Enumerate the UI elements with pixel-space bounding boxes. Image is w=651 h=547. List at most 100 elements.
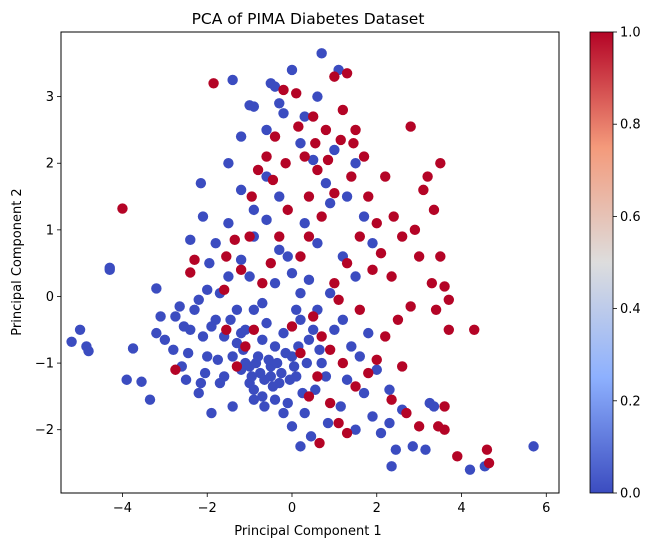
data-point (66, 336, 77, 347)
data-point (257, 297, 268, 309)
data-point (197, 331, 209, 342)
x-tick-label: −4 (113, 501, 132, 516)
data-point (483, 457, 495, 469)
data-point (227, 401, 238, 412)
data-point (246, 191, 257, 202)
data-point (286, 64, 298, 76)
data-point (117, 203, 128, 214)
data-point (151, 283, 162, 294)
data-point (358, 151, 370, 162)
data-point (248, 324, 260, 335)
data-point (320, 371, 332, 382)
data-point (384, 384, 395, 395)
data-point (257, 277, 268, 289)
data-point (295, 287, 306, 299)
data-point (333, 294, 344, 306)
data-point (274, 191, 285, 202)
data-point (229, 234, 240, 246)
data-point (265, 371, 276, 382)
data-point (341, 68, 353, 79)
data-point (221, 251, 232, 262)
data-point (168, 344, 179, 355)
data-point (324, 344, 336, 355)
data-point (324, 198, 336, 209)
data-point (214, 377, 226, 389)
data-point (329, 188, 340, 199)
data-point (303, 231, 315, 242)
data-point (136, 376, 147, 387)
data-point (375, 427, 387, 439)
x-tick-label: 0 (288, 501, 296, 516)
data-point (248, 394, 260, 405)
data-point (291, 304, 302, 315)
data-point (418, 184, 429, 196)
data-point (396, 361, 408, 372)
data-point (426, 277, 438, 289)
data-point (240, 357, 251, 369)
data-point (314, 437, 325, 449)
data-point (375, 247, 387, 259)
data-point (240, 341, 251, 352)
data-point (299, 111, 310, 122)
data-point (350, 124, 361, 136)
data-point (278, 108, 289, 119)
data-point (299, 217, 310, 229)
data-point (303, 274, 315, 286)
data-point (371, 364, 382, 375)
data-point (316, 357, 327, 369)
data-point (320, 124, 332, 136)
x-axis-label: Principal Component 1 (234, 524, 381, 539)
data-point (303, 391, 315, 402)
data-point (363, 327, 374, 339)
data-point (263, 354, 274, 365)
data-point (278, 327, 289, 339)
data-point (104, 264, 115, 276)
data-point (288, 361, 300, 372)
data-point (231, 337, 243, 349)
data-point (291, 88, 302, 99)
data-point (269, 277, 281, 289)
x-tick-label: 4 (457, 501, 465, 516)
data-point (206, 407, 217, 419)
data-point (261, 317, 272, 329)
data-point (371, 217, 382, 229)
data-point (435, 251, 446, 262)
data-point (428, 204, 440, 216)
data-point (248, 304, 260, 315)
data-point (528, 441, 539, 452)
data-point (439, 401, 450, 412)
data-point (407, 441, 418, 452)
chart-title: PCA of PIMA Diabetes Dataset (192, 10, 425, 28)
data-point (244, 100, 255, 111)
colorbar (589, 31, 614, 494)
y-tick-label: −2 (35, 423, 54, 438)
data-point (193, 294, 204, 306)
data-point (246, 371, 257, 382)
data-point (121, 374, 132, 385)
data-point (83, 345, 94, 357)
data-point (295, 441, 306, 452)
data-point (443, 324, 455, 335)
data-point (197, 211, 209, 222)
data-point (189, 254, 200, 266)
data-point (286, 267, 298, 279)
data-point (261, 151, 272, 162)
data-point (248, 204, 260, 216)
data-point (274, 231, 285, 242)
data-point (185, 324, 196, 335)
data-point (363, 367, 374, 379)
data-point (257, 391, 268, 402)
data-point (413, 421, 425, 432)
data-point (371, 354, 382, 365)
data-point (170, 311, 181, 322)
data-point (481, 444, 493, 455)
data-point (316, 211, 327, 222)
data-point (195, 377, 207, 389)
y-axis-label: Principal Component 2 (10, 188, 25, 335)
data-point (282, 397, 293, 409)
data-point (303, 334, 315, 345)
data-point (329, 324, 340, 335)
data-point (303, 191, 315, 202)
data-point (267, 174, 279, 186)
x-tick-label: −2 (198, 501, 217, 516)
